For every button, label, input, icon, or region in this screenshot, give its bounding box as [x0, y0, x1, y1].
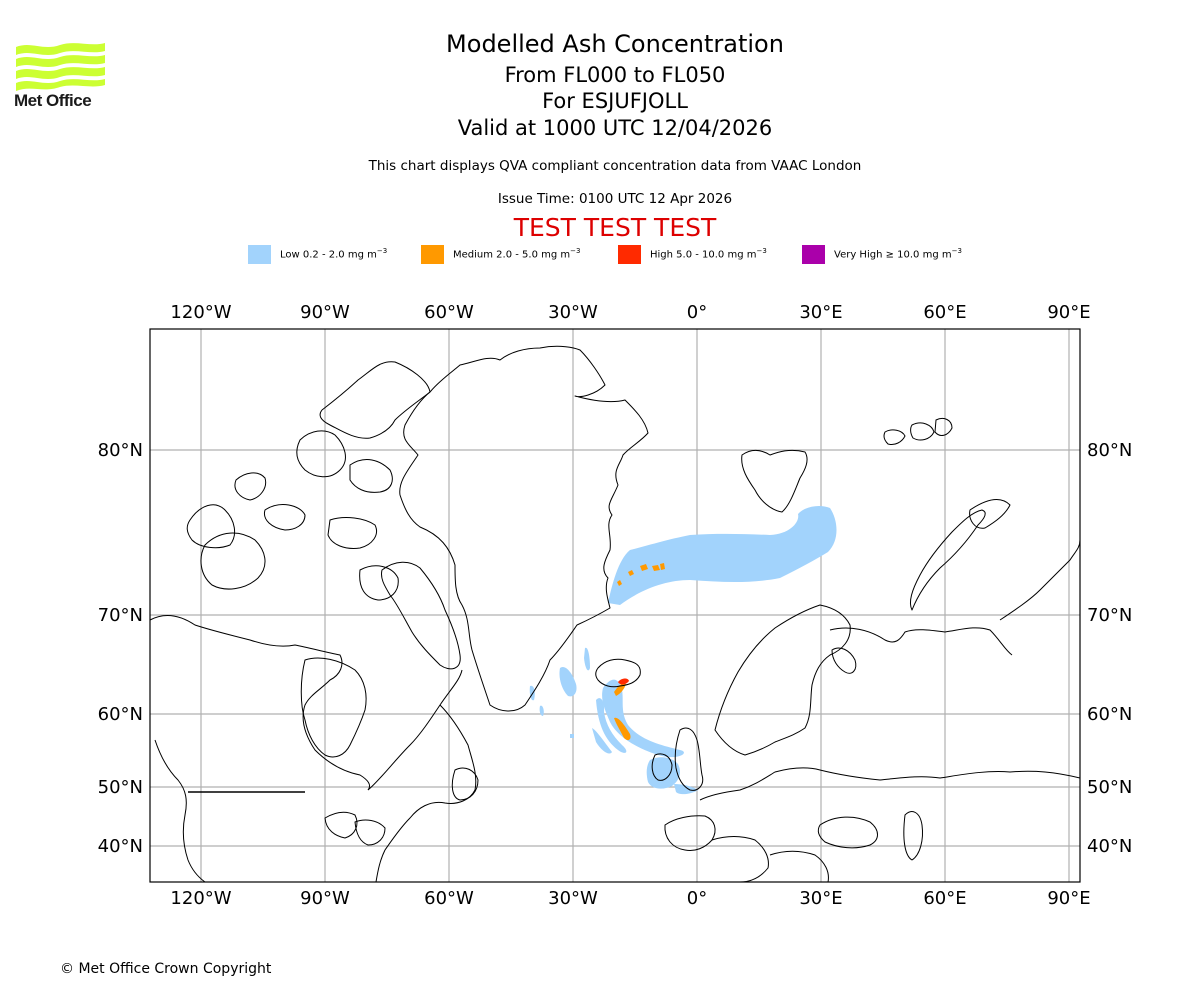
legend-swatch-high: [618, 244, 641, 264]
svg-text:90°E: 90°E: [1047, 302, 1090, 323]
svg-text:50°N: 50°N: [98, 777, 143, 798]
svg-text:40°N: 40°N: [1087, 836, 1132, 857]
latitude-labels-left: 80°N 70°N 60°N 50°N 40°N: [98, 440, 143, 857]
svg-text:60°N: 60°N: [1087, 704, 1132, 725]
legend-label-low: Low 0.2 - 2.0 mg m: [280, 249, 377, 261]
test-banner: TEST TEST TEST: [513, 213, 717, 242]
ash-low-concentration: [529, 506, 837, 795]
latitude-labels-right: 80°N 70°N 60°N 50°N 40°N: [1087, 440, 1132, 857]
legend-item-low: Low 0.2 - 2.0 mg m−3: [248, 244, 421, 264]
svg-text:0°: 0°: [687, 302, 707, 323]
svg-text:30°W: 30°W: [548, 888, 598, 909]
svg-text:40°N: 40°N: [98, 836, 143, 857]
chart-title: Modelled Ash Concentration: [446, 30, 784, 58]
svg-text:30°E: 30°E: [799, 302, 842, 323]
copyright-notice: © Met Office Crown Copyright: [60, 961, 272, 977]
valid-time: Valid at 1000 UTC 12/04/2026: [457, 116, 773, 140]
ash-medium-concentration: [614, 563, 665, 741]
issue-time: Issue Time: 0100 UTC 12 Apr 2026: [497, 191, 733, 207]
svg-text:60°W: 60°W: [424, 302, 474, 323]
svg-text:80°N: 80°N: [1087, 440, 1132, 461]
svg-text:60°N: 60°N: [98, 704, 143, 725]
legend-label-high: High 5.0 - 10.0 mg m: [650, 249, 757, 261]
svg-text:30°E: 30°E: [799, 888, 842, 909]
svg-text:120°W: 120°W: [170, 888, 231, 909]
svg-text:90°W: 90°W: [300, 888, 350, 909]
svg-text:80°N: 80°N: [98, 440, 143, 461]
flight-level-range: From FL000 to FL050: [504, 63, 726, 87]
legend-swatch-very-high: [802, 244, 825, 264]
svg-text:90°W: 90°W: [300, 302, 350, 323]
met-office-logo: [16, 43, 105, 91]
coastlines: [150, 345, 1080, 882]
legend-label-medium: Medium 2.0 - 5.0 mg m: [453, 249, 571, 261]
legend-item-medium: Medium 2.0 - 5.0 mg m−3: [421, 244, 618, 264]
longitude-labels-top: 120°W 90°W 60°W 30°W 0° 30°E 60°E 90°E: [170, 302, 1090, 323]
map-frame: [149, 328, 1081, 883]
svg-text:60°W: 60°W: [424, 888, 474, 909]
legend-swatch-medium: [421, 244, 444, 264]
legend-item-high: High 5.0 - 10.0 mg m−3: [618, 244, 802, 264]
met-office-logo-text: Met Office: [14, 91, 92, 110]
svg-text:30°W: 30°W: [548, 302, 598, 323]
svg-text:90°E: 90°E: [1047, 888, 1090, 909]
legend-swatch-low: [248, 244, 271, 264]
compliance-note: This chart displays QVA compliant concen…: [368, 158, 862, 174]
svg-text:0°: 0°: [687, 888, 707, 909]
concentration-legend: Low 0.2 - 2.0 mg m−3 Medium 2.0 - 5.0 mg…: [248, 244, 962, 264]
svg-text:50°N: 50°N: [1087, 777, 1132, 798]
svg-text:120°W: 120°W: [170, 302, 231, 323]
svg-text:60°E: 60°E: [923, 302, 966, 323]
volcano-name: For ESJUFJOLL: [542, 89, 688, 113]
svg-text:60°E: 60°E: [923, 888, 966, 909]
legend-label-very-high: Very High ≥ 10.0 mg m: [834, 249, 952, 261]
legend-item-very-high: Very High ≥ 10.0 mg m−3: [802, 244, 962, 264]
gridlines: [150, 329, 1080, 882]
ash-high-concentration: [618, 678, 629, 685]
svg-text:70°N: 70°N: [1087, 605, 1132, 626]
svg-text:70°N: 70°N: [98, 605, 143, 626]
longitude-labels-bottom: 120°W 90°W 60°W 30°W 0° 30°E 60°E 90°E: [170, 888, 1090, 909]
